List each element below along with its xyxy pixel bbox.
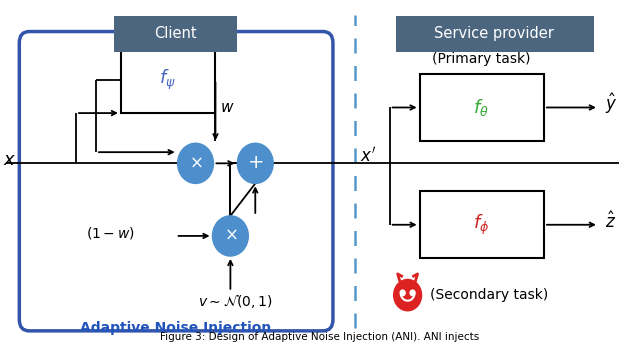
Text: (Secondary task): (Secondary task) [429, 288, 548, 302]
Circle shape [212, 216, 248, 256]
Text: $\hat{y}$: $\hat{y}$ [605, 92, 617, 117]
Text: $f_\psi$: $f_\psi$ [159, 67, 176, 92]
Text: $f_\phi$: $f_\phi$ [473, 213, 490, 237]
Text: $\hat{z}$: $\hat{z}$ [605, 211, 616, 232]
Circle shape [400, 290, 405, 296]
FancyBboxPatch shape [396, 16, 594, 52]
Text: $x'$: $x'$ [360, 146, 376, 165]
Text: $x$: $x$ [3, 151, 17, 169]
Text: $\times$: $\times$ [189, 153, 202, 171]
FancyBboxPatch shape [420, 191, 544, 258]
Text: $(1-w)$: $(1-w)$ [86, 224, 135, 240]
Circle shape [410, 290, 415, 296]
Text: $f_\theta$: $f_\theta$ [474, 97, 489, 118]
Text: $\times$: $\times$ [223, 226, 237, 244]
Text: $+$: $+$ [247, 153, 264, 172]
Text: Service provider: Service provider [435, 26, 554, 41]
FancyBboxPatch shape [114, 16, 237, 52]
Text: Adaptive Noise Injection: Adaptive Noise Injection [80, 320, 271, 334]
FancyBboxPatch shape [420, 74, 544, 141]
Circle shape [237, 143, 273, 184]
Text: Client: Client [154, 26, 197, 41]
Circle shape [394, 280, 422, 311]
Text: $v \sim \mathcal{N}(0,1)$: $v \sim \mathcal{N}(0,1)$ [198, 292, 273, 310]
Text: $w$: $w$ [220, 100, 235, 115]
Text: (Primary task): (Primary task) [432, 52, 531, 66]
Circle shape [178, 143, 214, 184]
FancyBboxPatch shape [19, 31, 333, 331]
Text: Figure 3: Design of Adaptive Noise Injection (ANI). ANI injects: Figure 3: Design of Adaptive Noise Injec… [161, 332, 479, 342]
FancyBboxPatch shape [121, 46, 216, 113]
